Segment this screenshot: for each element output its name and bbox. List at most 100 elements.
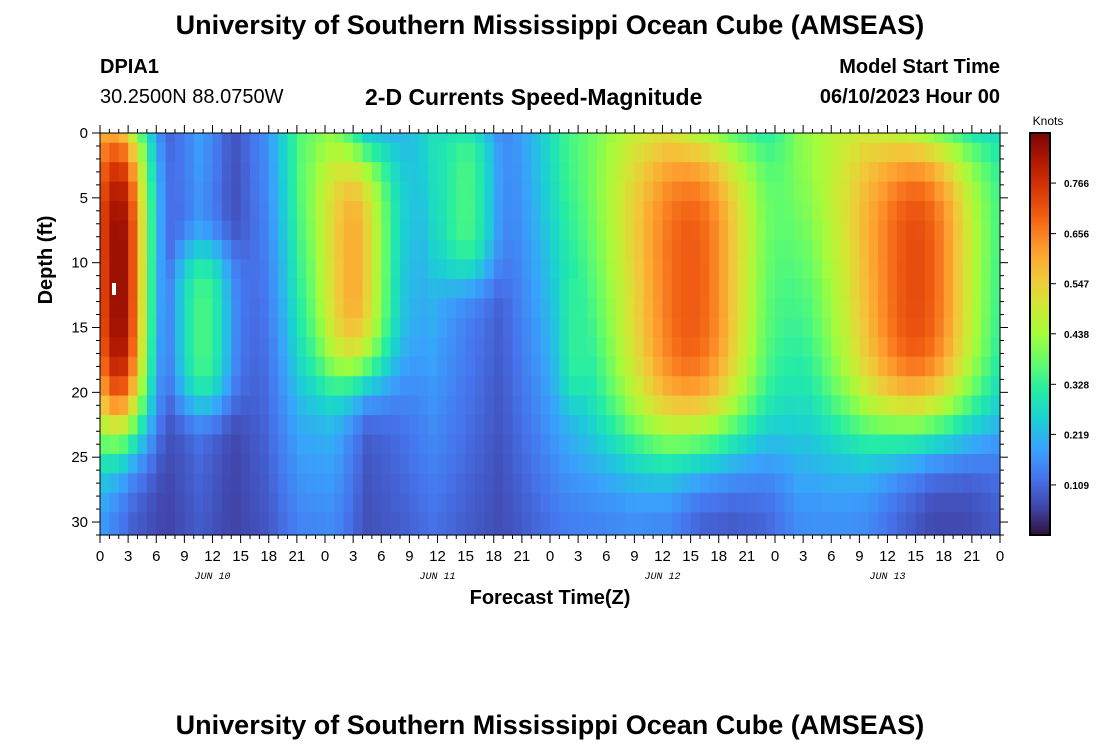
heatmap-cell: [381, 453, 392, 474]
heatmap-cell: [653, 434, 664, 455]
heatmap-cell: [531, 356, 542, 377]
heatmap-cell: [475, 278, 485, 299]
heatmap-cell: [371, 395, 382, 416]
heatmap-cell: [278, 512, 289, 536]
heatmap-cell: [165, 142, 176, 163]
heatmap-cell: [484, 395, 495, 416]
heatmap-cell: [559, 317, 570, 338]
heatmap-cell: [175, 181, 185, 202]
heatmap-cell: [550, 512, 560, 536]
heatmap-cell: [221, 376, 232, 397]
heatmap-cell: [606, 317, 617, 338]
heatmap-cell: [784, 415, 795, 436]
heatmap-cell: [606, 239, 617, 261]
heatmap-cell: [493, 239, 504, 261]
heatmap-cell: [531, 473, 542, 494]
heatmap-cell: [812, 259, 823, 280]
heatmap-cell: [671, 162, 682, 183]
heatmap-cell: [709, 162, 720, 183]
heatmap-cell: [428, 492, 439, 513]
heatmap-cell: [512, 133, 523, 144]
heatmap-cell: [887, 162, 898, 183]
heatmap-cell: [540, 181, 551, 202]
heatmap-cell: [662, 434, 673, 455]
heatmap-cell: [296, 337, 307, 358]
heatmap-cell: [250, 298, 260, 319]
heatmap-cell: [671, 201, 682, 222]
heatmap-cell: [850, 395, 860, 416]
heatmap-cell: [878, 376, 889, 397]
heatmap-cell: [540, 162, 551, 183]
heatmap-cell: [643, 201, 654, 222]
heatmap-cell: [718, 142, 729, 163]
heatmap-cell: [400, 201, 410, 222]
heatmap-cell: [221, 415, 232, 436]
heatmap-cell: [962, 512, 973, 536]
heatmap-cell: [493, 298, 504, 319]
heatmap-cell: [100, 259, 110, 280]
heatmap-cell: [990, 434, 1001, 455]
heatmap-cell: [906, 376, 917, 397]
heatmap-cell: [437, 298, 448, 319]
heatmap-cell: [137, 492, 148, 513]
heatmap-cell: [568, 453, 579, 474]
heatmap-cell: [221, 453, 232, 474]
heatmap-cell: [587, 259, 598, 280]
heatmap-cell: [371, 492, 382, 513]
heatmap-cell: [915, 415, 926, 436]
heatmap-cell: [484, 415, 495, 436]
heatmap-cell: [381, 337, 392, 358]
heatmap-cell: [568, 278, 579, 299]
heatmap-cell: [165, 415, 176, 436]
heatmap-cell: [353, 356, 364, 377]
heatmap-cell: [221, 133, 232, 144]
heatmap-cell: [625, 220, 635, 241]
heatmap-cell: [390, 415, 401, 436]
heatmap-cell: [343, 162, 354, 183]
heatmap-cell: [568, 317, 579, 338]
heatmap-cell: [259, 239, 270, 261]
heatmap-cell: [381, 181, 392, 202]
heatmap-cell: [156, 259, 167, 280]
heatmap-cell: [690, 376, 701, 397]
heatmap-cell: [962, 133, 973, 144]
heatmap-cell: [925, 181, 935, 202]
heatmap-cell: [606, 142, 617, 163]
heatmap-cell: [625, 492, 635, 513]
heatmap-cell: [456, 239, 467, 261]
heatmap-cell: [184, 298, 195, 319]
heatmap-cell: [587, 133, 598, 144]
heatmap-cell: [718, 453, 729, 474]
heatmap-cell: [118, 220, 129, 241]
heatmap-cell: [390, 162, 401, 183]
heatmap-cell: [906, 220, 917, 241]
heatmap-cell: [868, 317, 879, 338]
heatmap-cell: [475, 162, 485, 183]
heatmap-cell: [943, 162, 954, 183]
heatmap-cell: [540, 473, 551, 494]
heatmap-cell: [662, 473, 673, 494]
heatmap-cell: [896, 492, 907, 513]
x-tick-label: 21: [514, 548, 531, 565]
heatmap-cell: [765, 239, 776, 261]
heatmap-cell: [250, 278, 260, 299]
heatmap-cell: [390, 376, 401, 397]
heatmap-cell: [175, 512, 185, 536]
heatmap-cell: [925, 356, 935, 377]
heatmap-cell: [653, 356, 664, 377]
heatmap-cell: [662, 415, 673, 436]
heatmap-cell: [840, 376, 851, 397]
heatmap-cell: [840, 181, 851, 202]
heatmap-cell: [690, 162, 701, 183]
heatmap-cell: [465, 201, 476, 222]
heatmap-cell: [353, 133, 364, 144]
x-tick-label: 6: [602, 548, 610, 565]
heatmap-cell: [137, 298, 148, 319]
heatmap-cell: [550, 259, 560, 280]
heatmap-cell: [578, 512, 589, 536]
heatmap-cell: [840, 512, 851, 536]
heatmap-cell: [109, 356, 120, 377]
heatmap-cell: [606, 220, 617, 241]
heatmap-cell: [606, 434, 617, 455]
heatmap-cell: [493, 473, 504, 494]
